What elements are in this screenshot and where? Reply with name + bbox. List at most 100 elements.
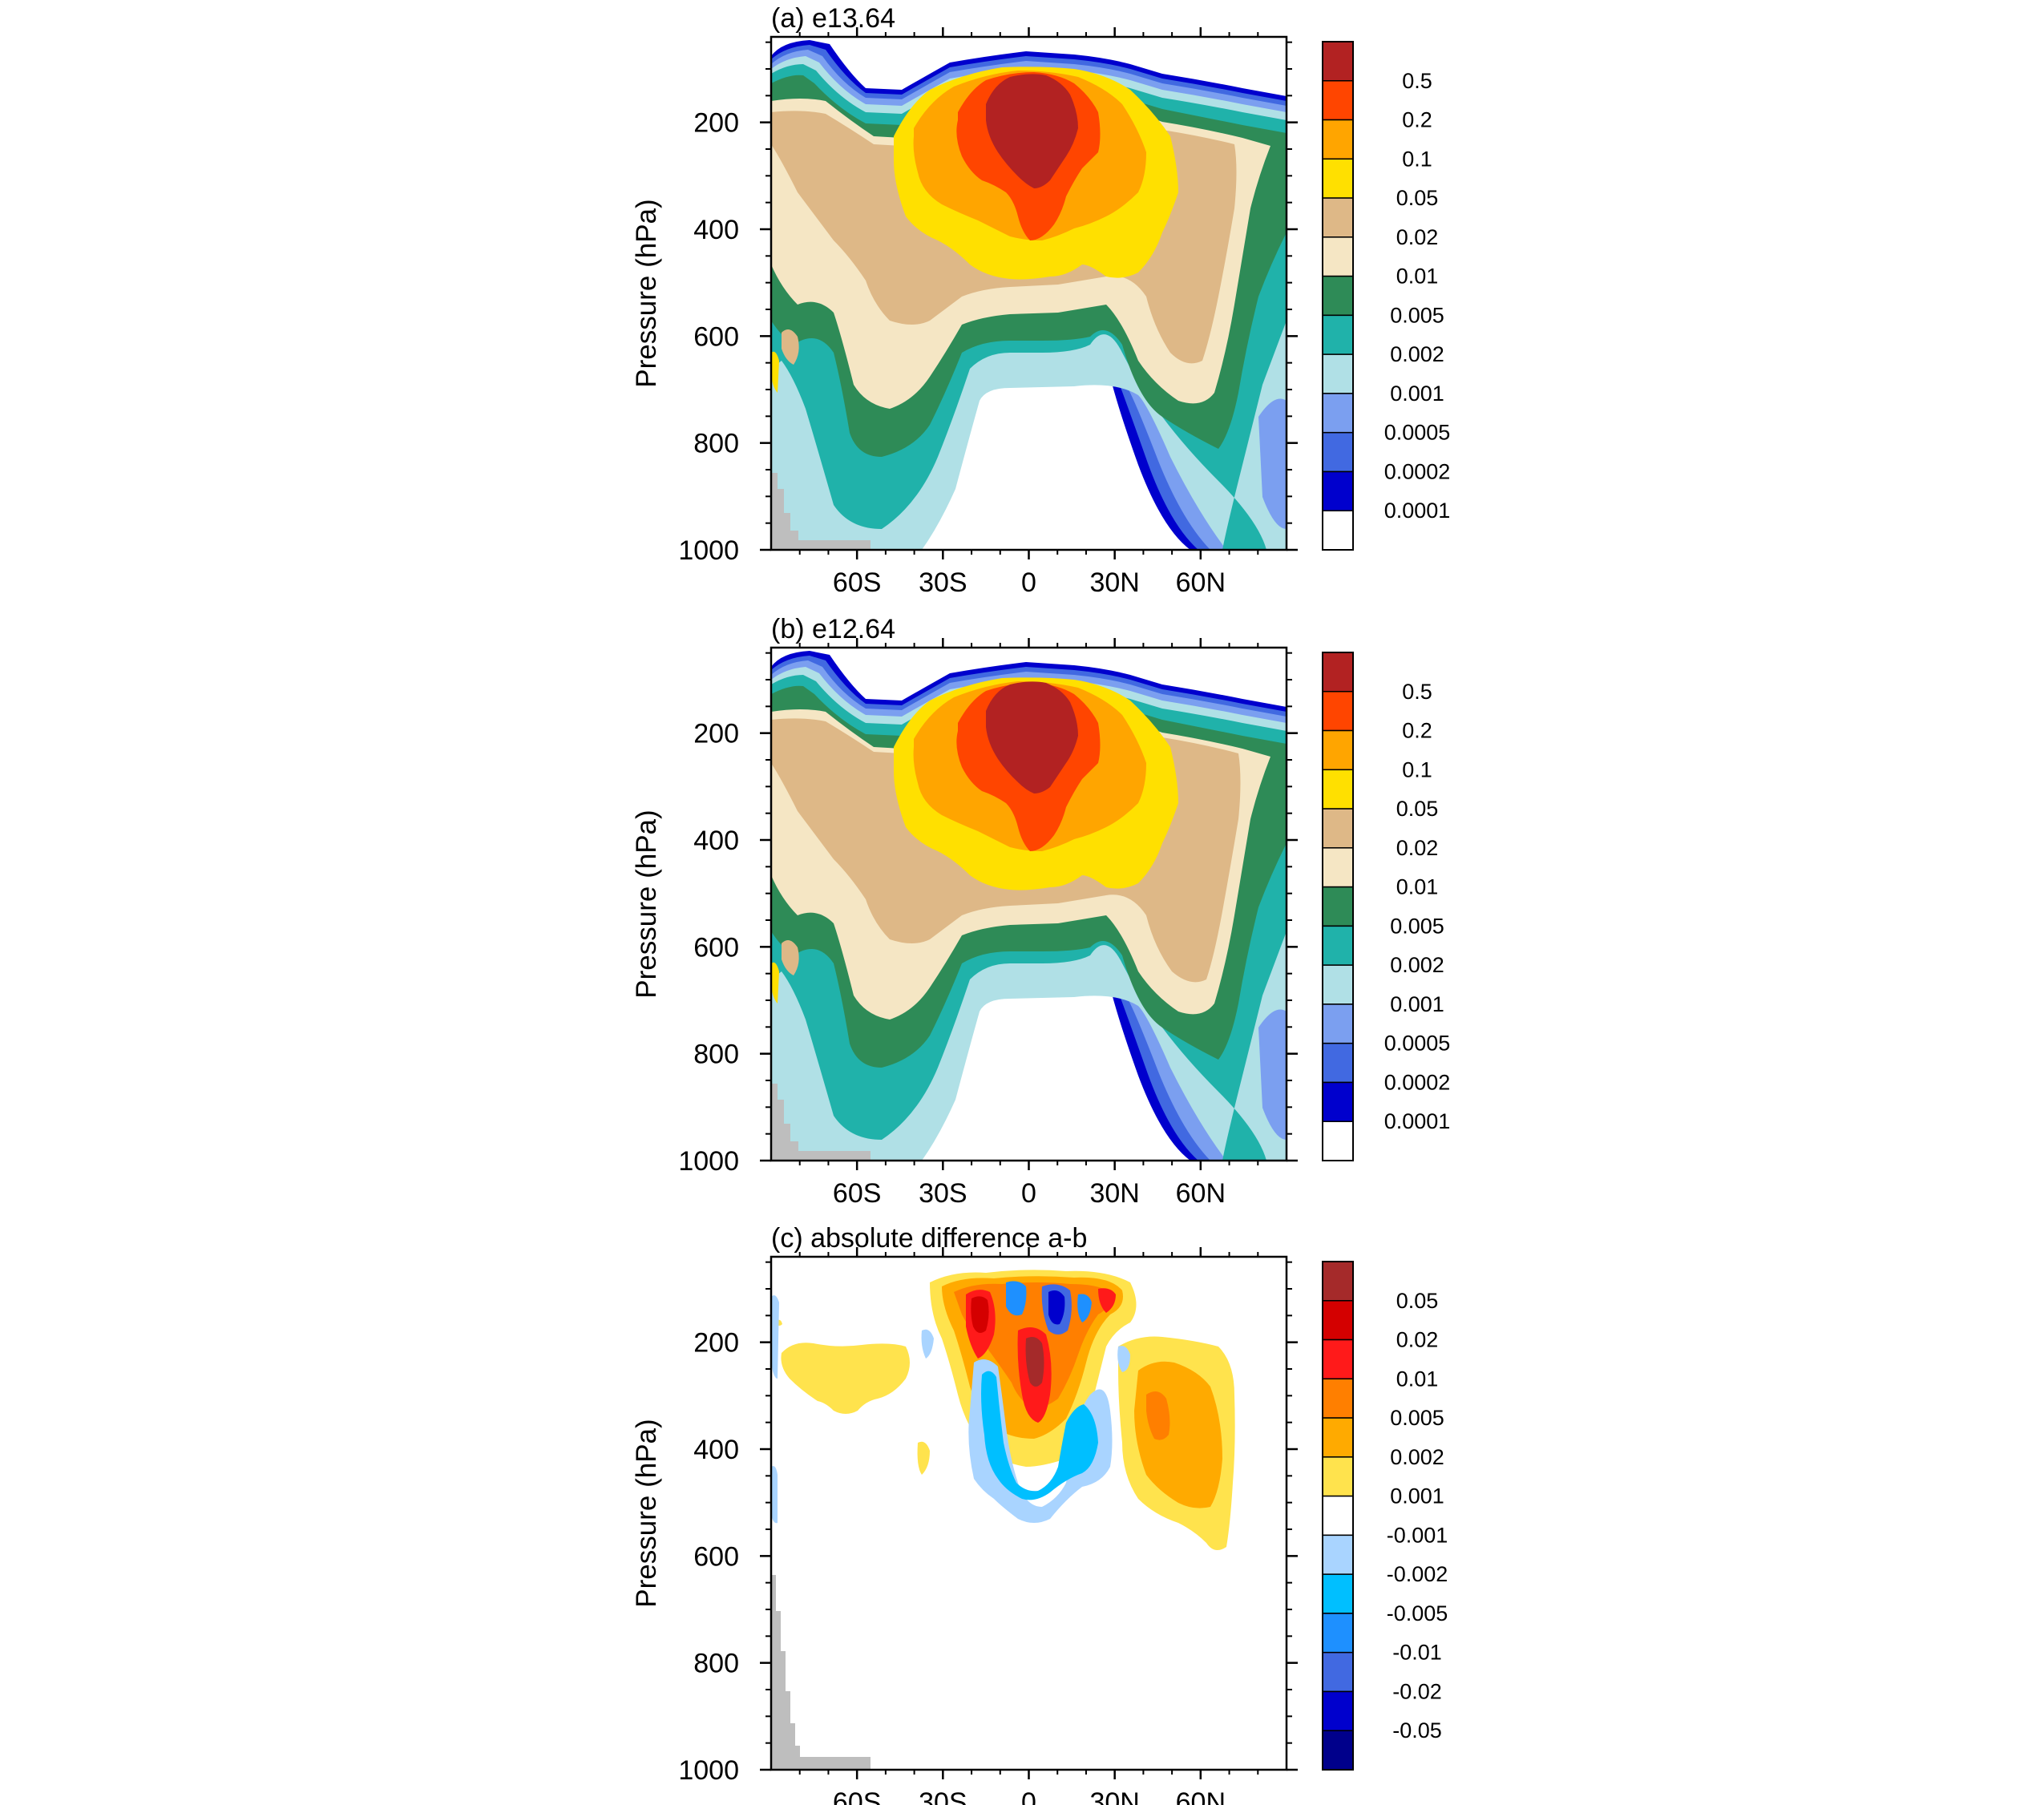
colorbar-label: 0.005 xyxy=(1390,303,1444,327)
x-tick-label: 30N xyxy=(1089,1178,1139,1209)
y-tick-label: 200 xyxy=(693,1328,739,1359)
diff-blue-left-edge xyxy=(921,1329,934,1359)
colorbar-label: 0.01 xyxy=(1396,264,1439,289)
colorbar-label: 0.1 xyxy=(1402,757,1432,781)
colorbar-swatch xyxy=(1322,1378,1354,1419)
panel-c-colorbar: 0.05 0.02 0.01 0.005 0.002 0.001 -0.001 -0.002 -… xyxy=(1322,1261,1448,1771)
colorbar-label: 0.01 xyxy=(1396,1367,1439,1391)
y-tick-label: 600 xyxy=(693,1541,739,1572)
colorbar-label: 0.02 xyxy=(1396,836,1439,860)
colorbar-label: -0.005 xyxy=(1387,1601,1448,1625)
field-a xyxy=(771,40,1287,550)
colorbar-swatch xyxy=(1322,431,1354,473)
colorbar-swatch xyxy=(1322,275,1354,317)
colorbar-frame xyxy=(1322,41,1354,551)
x-tick-label: 30S xyxy=(919,1178,967,1209)
x-tick-label: 30S xyxy=(919,567,967,598)
x-tick-label: 60S xyxy=(833,1178,882,1209)
colorbar-swatch xyxy=(1322,1417,1354,1458)
colorbar-label: 0.05 xyxy=(1396,1289,1439,1313)
colorbar-label: 0.0001 xyxy=(1384,499,1451,523)
low-lat-yellow-b xyxy=(771,962,779,1003)
colorbar-swatch xyxy=(1322,1339,1354,1380)
colorbar-swatch xyxy=(1322,158,1354,199)
colorbar-swatch xyxy=(1322,964,1354,1005)
diff-southsmall-yellow xyxy=(917,1441,930,1475)
panel-c-axes: 60S 30S 0 30N 60N 200 400 600 800 1000 xyxy=(678,1247,1298,1805)
colorbar-swatch xyxy=(1322,1261,1354,1302)
y-tick-label: 400 xyxy=(693,826,739,856)
colorbar-swatch xyxy=(1322,80,1354,121)
y-tick-label: 800 xyxy=(693,1040,739,1070)
colorbar-label: 0.02 xyxy=(1396,225,1439,249)
y-tick-label: 600 xyxy=(693,932,739,963)
y-tick-label: 600 xyxy=(693,321,739,352)
colorbar-swatch xyxy=(1322,119,1354,160)
colorbar-label: -0.05 xyxy=(1392,1718,1442,1742)
colorbar-swatch xyxy=(1322,1081,1354,1122)
y-tick-label: 200 xyxy=(693,108,739,139)
colorbar-swatch xyxy=(1322,1613,1354,1654)
colorbar-label: 0.005 xyxy=(1390,1406,1444,1430)
diff-blue-upper-4 xyxy=(1077,1294,1092,1322)
colorbar-label: 0.01 xyxy=(1396,875,1439,899)
panel-a-title: (a) e13.64 xyxy=(771,3,895,34)
y-tick-label: 1000 xyxy=(678,1755,739,1786)
colorbar-swatch xyxy=(1322,470,1354,511)
colorbar-swatch xyxy=(1322,691,1354,732)
x-tick-label: 60S xyxy=(833,1787,882,1805)
diff-blue-lower-tail xyxy=(771,1295,779,1379)
missing-area-a xyxy=(771,473,871,550)
x-tick-label: 60N xyxy=(1176,1787,1226,1805)
panel-b-contours xyxy=(771,651,1287,1161)
missing-area-b xyxy=(771,1084,871,1161)
colorbar-label: 0.5 xyxy=(1402,680,1432,704)
colorbar-swatch xyxy=(1322,847,1354,888)
colorbar-label: 0.05 xyxy=(1396,797,1439,821)
panel-a-ylabel: Pressure (hPa) xyxy=(631,199,662,387)
missing-area-c xyxy=(771,1575,871,1770)
colorbar-swatch xyxy=(1322,1003,1354,1044)
field-b xyxy=(771,651,1287,1161)
panel-a: (a) e13.64 60S 30S 0 xyxy=(631,3,1450,598)
colorbar-swatch xyxy=(1322,729,1354,771)
y-tick-label: 800 xyxy=(693,429,739,459)
x-tick-label: 60N xyxy=(1176,567,1226,598)
colorbar-swatch xyxy=(1322,1690,1354,1731)
panel-b: (b) e12.64 60S 30S 0 xyxy=(631,614,1450,1209)
colorbar-frame xyxy=(1322,1261,1354,1771)
right-edge-blue-b xyxy=(1258,1009,1287,1140)
panel-b-colorbar: 0.5 0.2 0.1 0.05 0.02 0.01 0.005 0.002 0.001 0.00… xyxy=(1322,652,1451,1161)
diff-blue-upper-1 xyxy=(1006,1281,1027,1316)
panel-a-axes: 60S 30S 0 30N 60N 200 400 600 800 1000 xyxy=(678,27,1298,598)
panel-c-ylabel: Pressure (hPa) xyxy=(631,1419,662,1607)
diff-red-core-3 xyxy=(1098,1288,1116,1313)
level-05-area xyxy=(986,681,1078,793)
colorbar-label: 0.05 xyxy=(1396,186,1439,210)
y-tick-label: 1000 xyxy=(678,535,739,566)
y-tick-label: 1000 xyxy=(678,1146,739,1177)
panel-a-contours xyxy=(771,40,1287,550)
colorbar-swatch xyxy=(1322,1573,1354,1614)
panel-b-ylabel: Pressure (hPa) xyxy=(631,810,662,998)
x-tick-label: 30N xyxy=(1089,567,1139,598)
colorbar-swatch xyxy=(1322,769,1354,810)
colorbar-swatch xyxy=(1322,393,1354,434)
colorbar-swatch xyxy=(1322,41,1354,82)
x-tick-label: 0 xyxy=(1021,567,1036,598)
colorbar-label: 0.005 xyxy=(1390,914,1444,938)
panel-c-title: (c) absolute difference a-b xyxy=(771,1223,1087,1254)
colorbar-swatch xyxy=(1322,1456,1354,1497)
colorbar-label: 0.2 xyxy=(1402,719,1432,743)
colorbar-label: 0.0002 xyxy=(1384,1070,1451,1094)
low-lat-shoulder-a xyxy=(782,329,799,365)
diff-blue-bottom-edge xyxy=(771,1466,778,1524)
colorbar-swatch xyxy=(1322,925,1354,966)
diff-dark-red-core-2 xyxy=(1025,1337,1044,1387)
colorbar-swatch xyxy=(1322,808,1354,849)
colorbar-swatch xyxy=(1322,1300,1354,1341)
colorbar-label: 0.002 xyxy=(1390,953,1444,977)
low-lat-shoulder-b xyxy=(782,940,799,975)
colorbar-label: 0.1 xyxy=(1402,147,1432,171)
diff-blue-right-edge xyxy=(1117,1346,1130,1372)
